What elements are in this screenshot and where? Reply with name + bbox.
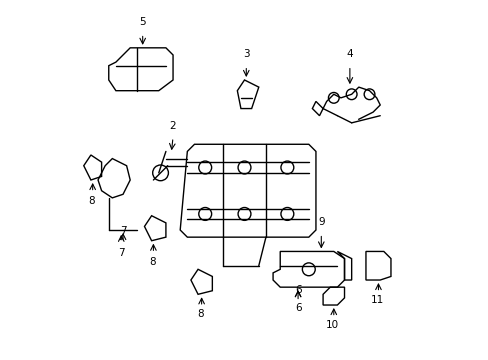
Text: 6: 6 (294, 285, 301, 295)
Text: 5: 5 (139, 17, 146, 27)
Text: 3: 3 (243, 49, 249, 59)
Text: 8: 8 (88, 196, 95, 206)
Text: 4: 4 (346, 49, 352, 59)
Text: 9: 9 (317, 217, 324, 227)
Text: 11: 11 (370, 295, 383, 305)
Text: 2: 2 (169, 121, 176, 131)
Text: 6: 6 (294, 303, 301, 313)
Text: 7: 7 (118, 248, 124, 258)
Text: 10: 10 (325, 320, 339, 330)
Polygon shape (312, 102, 323, 116)
Text: 8: 8 (149, 257, 155, 267)
Text: 8: 8 (197, 309, 203, 319)
Text: 7: 7 (120, 226, 126, 236)
